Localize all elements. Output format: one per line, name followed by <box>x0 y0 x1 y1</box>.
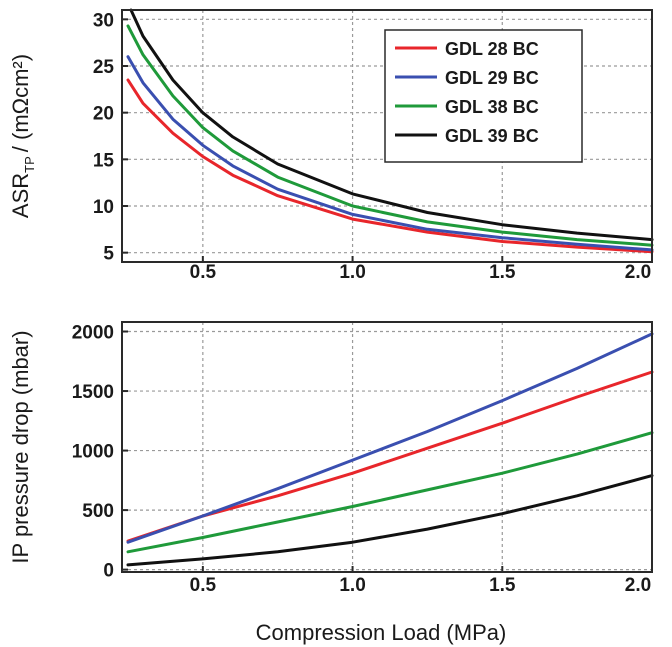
x-tick-label: 2.0 <box>625 262 651 283</box>
series-line-top-2 <box>126 55 654 252</box>
x-tick-label: 1.5 <box>489 575 516 596</box>
y-tick-label: 30 <box>93 10 114 31</box>
y-tick-label: 20 <box>93 104 114 125</box>
plot-frame <box>121 9 653 263</box>
legend-label: GDL 38 BC <box>445 97 539 117</box>
y-tick-label: 15 <box>93 150 115 171</box>
legend: GDL 28 BC GDL 29 BC GDL 38 BC GDL 39 BC <box>384 29 583 163</box>
chart-panel-bottom: 0.5 1.0 1.5 2.0 0 500 1000 1500 2000 IP pressure … <box>8 321 654 645</box>
y-tick-label: 1500 <box>72 382 114 403</box>
x-tick-label: 1.0 <box>339 262 365 283</box>
y-tick-label: 0 <box>103 561 114 582</box>
y-tick-label: 10 <box>93 197 114 218</box>
x-tick-label: 2.0 <box>625 575 651 596</box>
y-tick-label: 500 <box>82 501 114 522</box>
series-line-top-3 <box>126 24 654 247</box>
legend-box <box>384 29 583 163</box>
y-tick-label: 25 <box>93 57 115 78</box>
x-tick-label: 1.0 <box>339 575 365 596</box>
series-line-bottom-2 <box>126 332 654 544</box>
series-line-bottom-3 <box>126 431 654 554</box>
x-tick-label: 0.5 <box>190 575 217 596</box>
legend-label: GDL 39 BC <box>445 126 539 146</box>
y-tick-label: 1000 <box>72 442 114 463</box>
y-axis-label: ASRTP/ (mΩcm²) <box>8 54 37 218</box>
series-line-top-1 <box>126 78 654 254</box>
y-axis-label: IP pressure drop (mbar) <box>8 330 33 563</box>
series-line-bottom-4 <box>126 474 654 567</box>
series-line-top-4 <box>129 8 654 242</box>
legend-label: GDL 29 BC <box>445 68 539 88</box>
y-tick-label: 5 <box>103 244 114 265</box>
y-tick-label: 2000 <box>72 323 114 344</box>
legend-label: GDL 28 BC <box>445 39 539 59</box>
x-tick-label: 1.5 <box>489 262 516 283</box>
x-axis-label: Compression Load (MPa) <box>256 620 507 645</box>
chart-panel-top: 0.5 1.0 1.5 2.0 5 10 15 20 25 30 ASRTP/ (mΩcm²) GDL… <box>8 8 654 283</box>
plot-frame <box>121 321 653 573</box>
x-tick-label: 0.5 <box>190 262 217 283</box>
